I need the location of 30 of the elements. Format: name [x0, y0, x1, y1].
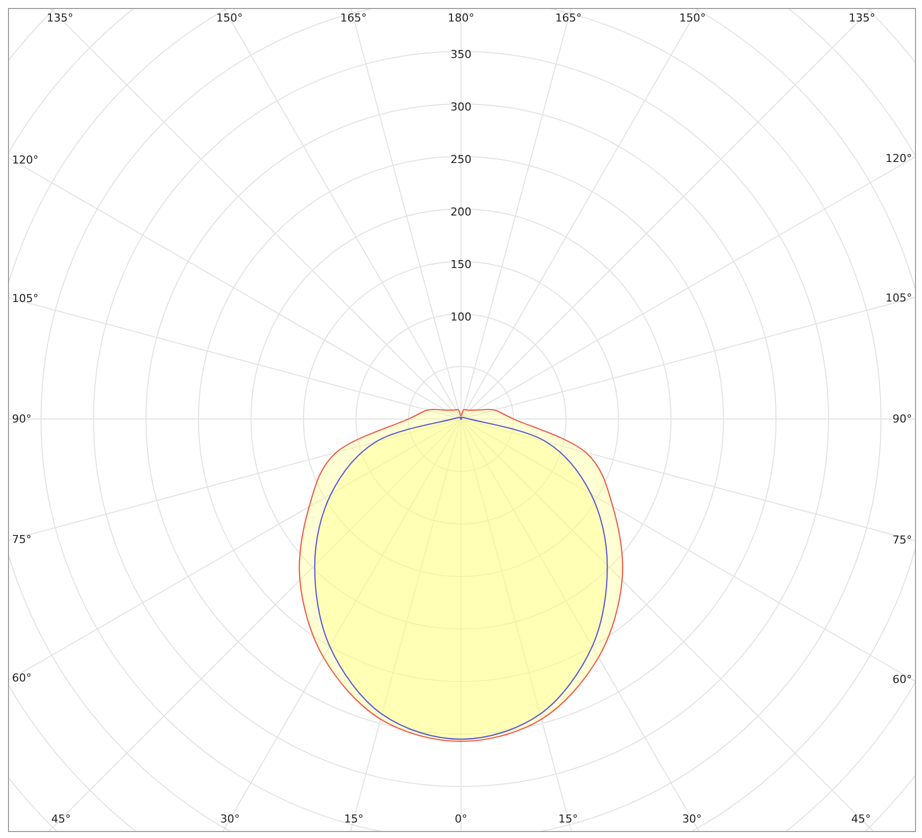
spoke-label: 45° [851, 812, 871, 826]
spoke-label: 180° [448, 12, 474, 24]
y-tick-label: 100 [450, 310, 472, 324]
spoke-label: 105° [12, 292, 38, 306]
spoke-label: 105° [886, 292, 912, 305]
spoke-label: 75° [892, 533, 912, 546]
spoke-label: 90° [892, 412, 912, 426]
y-tick-label: 300 [450, 100, 472, 114]
y-tick-label: 250 [450, 153, 472, 166]
spoke-label: 45° [51, 812, 71, 826]
spoke-label: 150° [216, 12, 243, 24]
y-tick-label: 200 [450, 206, 472, 218]
spoke-label: 135° [46, 12, 74, 24]
spoke-label: 165° [555, 12, 582, 24]
spoke-label: 60° [12, 672, 32, 685]
y-tick-label: 150 [450, 258, 472, 271]
spoke-label: 0° [454, 812, 468, 826]
spoke-label: 30° [220, 812, 240, 826]
spoke-label: 165° [340, 12, 367, 24]
spoke-label: 120° [886, 152, 912, 166]
spoke-label: 75° [12, 532, 32, 546]
spoke-label: 150° [679, 12, 706, 24]
spoke-label: 135° [848, 12, 876, 24]
spoke-label: 15° [558, 812, 578, 826]
spoke-label: 120° [12, 153, 38, 166]
y-tick-label: 350 [450, 48, 472, 61]
spoke-label: 90° [12, 412, 32, 426]
spoke-label: 15° [344, 812, 364, 826]
spoke-label: 60° [892, 672, 912, 686]
spoke-label: 30° [682, 812, 702, 826]
